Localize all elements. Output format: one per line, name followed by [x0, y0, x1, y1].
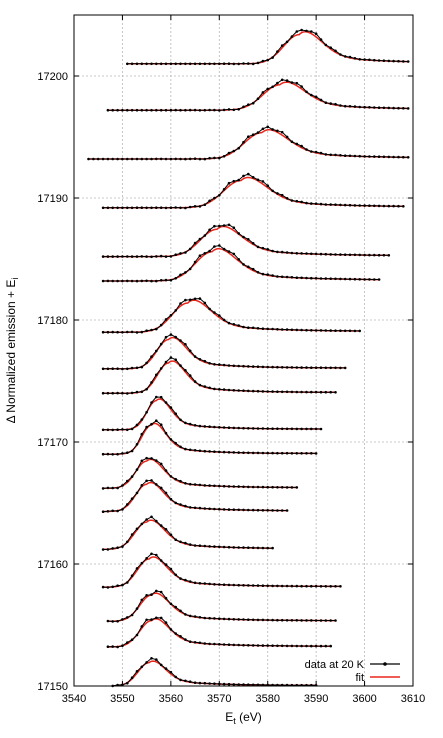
data-point [106, 619, 110, 623]
data-series [126, 28, 410, 66]
y-tick-label: 17160 [37, 559, 68, 571]
fit-curve [88, 129, 409, 160]
data-line [103, 553, 341, 588]
fit-curve [103, 247, 380, 282]
x-tick-label: 3570 [207, 693, 231, 705]
y-tick-label: 17180 [37, 315, 68, 327]
data-point [314, 452, 318, 455]
fit-curve [107, 81, 409, 111]
data-line [103, 334, 346, 370]
x-tick-label: 3580 [255, 693, 279, 705]
fit-curve [107, 592, 336, 623]
data-point [106, 645, 110, 648]
y-tick-label: 17190 [37, 193, 68, 205]
y-tick-label: 17170 [37, 437, 68, 449]
data-line [103, 298, 360, 333]
data-point [101, 279, 105, 283]
data-point [101, 510, 105, 513]
data-series [101, 356, 337, 395]
data-series [101, 223, 391, 259]
data-series [101, 244, 381, 283]
data-point [101, 367, 105, 371]
data-line [103, 357, 336, 394]
data-point [101, 585, 105, 589]
data-point [101, 548, 105, 551]
data-point [101, 255, 105, 258]
data-point [106, 108, 110, 112]
data-line [103, 457, 297, 489]
x-axis-label: Et (eV) [225, 710, 262, 726]
data-point [377, 278, 381, 281]
data-point [101, 330, 105, 334]
y-tick-label: 17150 [37, 681, 68, 693]
data-series [101, 456, 299, 490]
fit-curves [88, 31, 409, 687]
y-axis-label: Δ Normalized emission + Ei [4, 278, 20, 424]
data-series [106, 589, 337, 623]
data-line [103, 420, 317, 455]
data-curves [87, 28, 410, 688]
data-line [107, 79, 409, 111]
x-tick-label: 3560 [159, 693, 183, 705]
data-series [101, 395, 323, 432]
data-series [101, 297, 362, 334]
fit-curve [103, 556, 341, 588]
data-series [106, 78, 410, 112]
x-tick-label: 3550 [110, 693, 134, 705]
x-tick-label: 3590 [304, 693, 328, 705]
data-point [339, 585, 342, 588]
data-point [101, 452, 105, 456]
data-line [88, 126, 409, 160]
data-point [285, 509, 289, 512]
x-tick-label: 3540 [62, 693, 86, 705]
data-series [101, 552, 342, 589]
data-series [106, 616, 333, 649]
data-series [101, 479, 289, 513]
legend-data-marker [383, 662, 387, 666]
x-tick-label: 3600 [352, 693, 376, 705]
data-series [101, 515, 274, 551]
data-line [103, 173, 404, 209]
legend-fit-label: fit [355, 672, 364, 684]
data-series [111, 657, 318, 688]
data-point [101, 428, 105, 432]
legend-data-label: data at 20 K [305, 659, 365, 671]
fit-curve [112, 660, 317, 687]
legend: data at 20 K fit [305, 659, 400, 684]
plot-frame [73, 14, 414, 687]
data-line [112, 657, 317, 687]
data-point [271, 546, 274, 550]
data-line [103, 224, 389, 258]
data-line [103, 516, 273, 550]
data-line [107, 617, 331, 648]
data-series [101, 419, 318, 456]
data-line [107, 590, 336, 622]
fit-curve [103, 299, 360, 333]
data-line [103, 396, 322, 431]
data-series [87, 125, 410, 161]
data-line [103, 244, 380, 282]
grid [74, 15, 413, 686]
data-point [101, 391, 105, 395]
y-tick-label: 17200 [37, 71, 68, 83]
data-line [103, 479, 288, 513]
data-point [101, 206, 105, 210]
data-point [101, 487, 105, 490]
fit-curve [103, 176, 404, 209]
axis-ticks: 3540 3550 3560 3570 3580 3590 3600 3610 17150 171… [37, 15, 425, 705]
data-series [101, 172, 405, 210]
x-tick-label: 3610 [401, 693, 425, 705]
data-line [127, 29, 409, 65]
fit-curve [103, 519, 273, 551]
fit-curve [103, 225, 389, 258]
data-series [101, 333, 347, 371]
